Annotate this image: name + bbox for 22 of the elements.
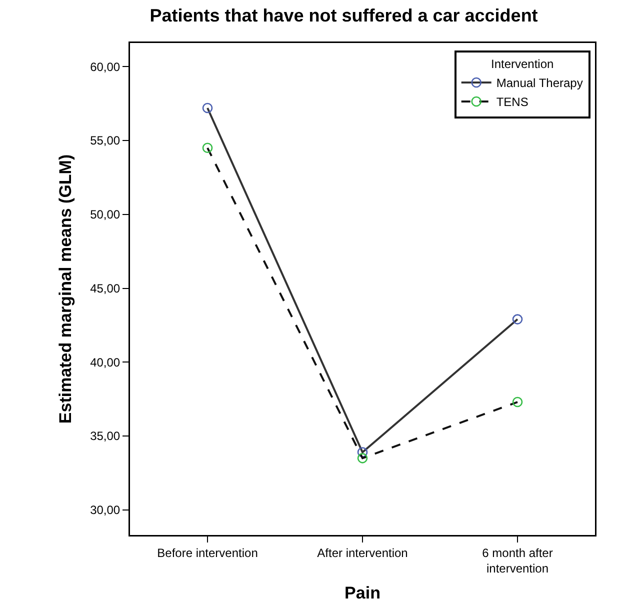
point (512, 396, 523, 408)
y-tick-label: 50,00 (90, 208, 120, 222)
y-axis-title: Estimated marginal means (GLM) (56, 154, 75, 424)
point (202, 142, 213, 154)
y-tick-label: 60,00 (90, 60, 120, 74)
point (357, 447, 368, 458)
x-tick-label: After intervention (317, 546, 408, 560)
point (357, 453, 368, 464)
point (512, 314, 523, 324)
x-tick-label: Before intervention (157, 546, 258, 560)
y-tick-label: 40,00 (90, 355, 120, 370)
legend-title: Intervention (490, 56, 554, 71)
point (202, 102, 213, 114)
legend-label: TENS (496, 95, 528, 110)
x-tick-label: 6 month after intervention (482, 546, 553, 576)
y-tick-label: 55,00 (90, 134, 120, 148)
y-tick-label: 30,00 (90, 503, 120, 518)
x-axis-title: Pain (344, 584, 380, 603)
y-tick-label: 45,00 (90, 281, 120, 296)
chart-title: Patients that have not suffered a car accident (150, 6, 538, 26)
y-tick-label: 35,00 (90, 429, 120, 444)
legend-label: Manual Therapy (496, 76, 583, 90)
